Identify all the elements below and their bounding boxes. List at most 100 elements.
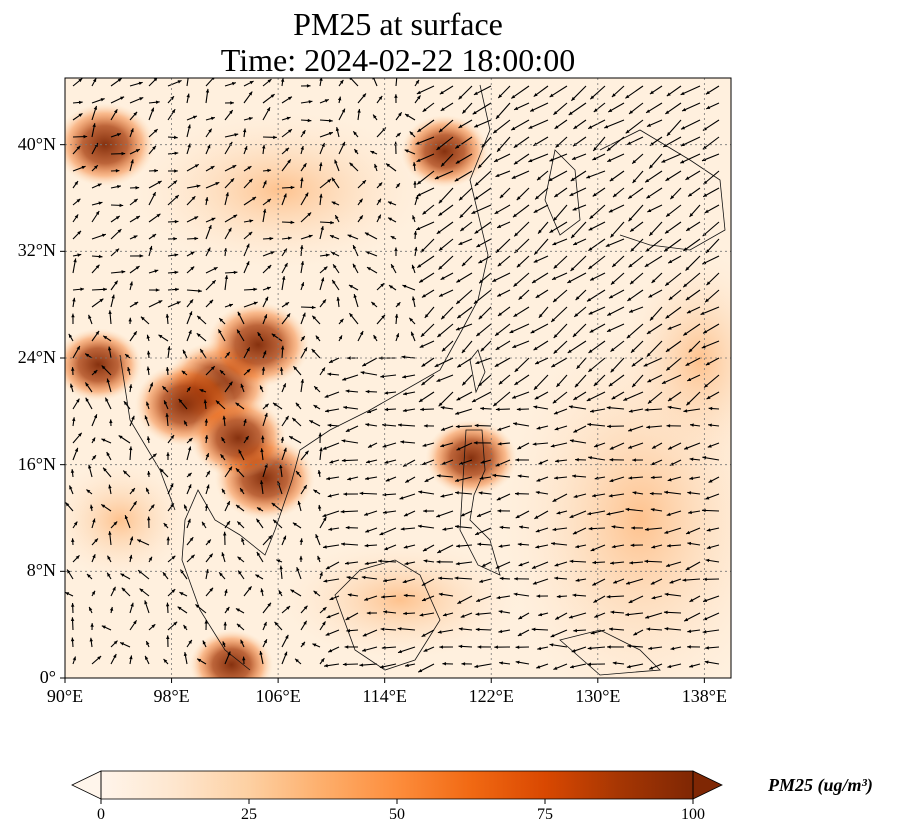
wind-arrow: [702, 456, 720, 461]
wind-arrow: [243, 145, 248, 155]
wind-arrow: [646, 340, 663, 357]
wind-arrow: [567, 272, 587, 284]
wind-arrow: [68, 485, 74, 495]
wind-arrow: [664, 272, 682, 287]
wind-arrow: [423, 424, 435, 428]
wind-arrow: [262, 535, 273, 546]
wind-arrow: [553, 408, 568, 415]
wind-arrow: [348, 284, 359, 291]
wind-arrow: [167, 483, 174, 495]
wind-arrow: [186, 289, 202, 293]
wind-arrow: [705, 558, 720, 563]
wind-arrow: [411, 296, 416, 308]
wind-arrow: [455, 323, 473, 331]
wind-arrow: [129, 128, 134, 138]
lon-tick-label: 122°E: [468, 686, 514, 706]
wind-arrow: [411, 264, 416, 274]
wind-arrow: [537, 646, 549, 651]
wind-arrow: [100, 503, 112, 512]
wind-arrow: [404, 561, 416, 566]
wind-arrow: [533, 374, 549, 391]
wind-arrow: [385, 476, 397, 482]
wind-arrow: [338, 141, 346, 155]
wind-arrow: [91, 655, 102, 665]
axis-ticks: [60, 144, 705, 683]
wind-arrow: [140, 316, 150, 325]
wind-arrow: [348, 312, 359, 325]
wind-arrow: [167, 169, 178, 173]
wind-arrow: [511, 170, 530, 180]
wind-arrow: [400, 527, 416, 531]
wind-arrow: [666, 85, 682, 97]
wind-arrow: [345, 612, 359, 621]
wind-arrow: [413, 230, 418, 240]
wind-arrow: [196, 315, 207, 325]
wind-arrow: [319, 516, 327, 529]
wind-arrow: [442, 662, 454, 666]
wind-arrow: [238, 449, 245, 461]
wind-arrow: [410, 331, 416, 342]
wind-arrow: [165, 413, 169, 427]
wind-arrow: [218, 572, 226, 580]
wind-arrow: [72, 112, 83, 121]
wind-arrow: [262, 236, 274, 241]
wind-arrow: [281, 159, 292, 172]
wind-arrow: [279, 367, 284, 376]
wind-arrow: [205, 365, 216, 376]
wind-arrow: [259, 650, 264, 665]
wind-arrow: [337, 96, 342, 104]
wind-arrow: [575, 544, 587, 549]
wind-arrow: [610, 357, 625, 373]
wind-arrow: [281, 262, 288, 274]
wind-arrow: [495, 102, 511, 120]
wind-arrow: [457, 595, 473, 605]
wind-arrow: [255, 574, 264, 580]
wind-arrow: [347, 593, 359, 597]
wind-arrow: [689, 595, 701, 603]
wind-arrow: [167, 621, 178, 631]
wind-arrow: [166, 536, 170, 546]
wind-arrow: [281, 634, 289, 648]
wind-arrow: [572, 474, 587, 478]
wind-arrow: [235, 608, 245, 614]
wind-arrow: [224, 606, 230, 614]
wind-arrow: [221, 552, 226, 563]
wind-arrow: [379, 527, 397, 536]
wind-arrow: [128, 317, 132, 325]
wind-arrow: [421, 374, 435, 386]
wind-arrow: [101, 438, 112, 444]
wind-arrow: [611, 525, 625, 529]
wind-arrow: [404, 663, 416, 668]
wind-arrow: [357, 108, 361, 121]
wind-arrow: [147, 470, 151, 478]
wind-arrow: [349, 162, 359, 172]
wind-arrow: [418, 490, 435, 495]
wind-arrow: [628, 476, 644, 480]
wind-arrow: [148, 191, 157, 206]
wind-arrow: [553, 340, 568, 354]
wind-arrow: [688, 340, 701, 353]
wind-arrow: [455, 491, 473, 495]
wind-arrow: [706, 391, 720, 400]
wind-arrow: [300, 177, 304, 189]
wind-arrow: [91, 369, 98, 376]
wind-arrow: [436, 510, 454, 518]
wind-arrow: [144, 655, 150, 665]
wind-arrow: [278, 589, 283, 597]
wind-arrow: [663, 238, 682, 252]
wind-arrow: [70, 617, 75, 631]
wind-arrow: [418, 391, 435, 403]
wind-arrow: [421, 459, 435, 466]
wind-arrow: [186, 143, 191, 155]
wind-arrow: [607, 153, 625, 163]
wind-arrow: [408, 317, 416, 325]
wind-arrow: [186, 518, 191, 529]
wind-arrow: [702, 595, 720, 603]
wind-arrow: [224, 82, 237, 87]
wind-arrow: [144, 415, 150, 427]
wind-arrow: [224, 381, 233, 393]
wind-arrow: [148, 213, 161, 223]
wind-arrow: [625, 119, 644, 134]
wind-arrow: [222, 641, 226, 648]
wind-arrow: [279, 464, 283, 478]
